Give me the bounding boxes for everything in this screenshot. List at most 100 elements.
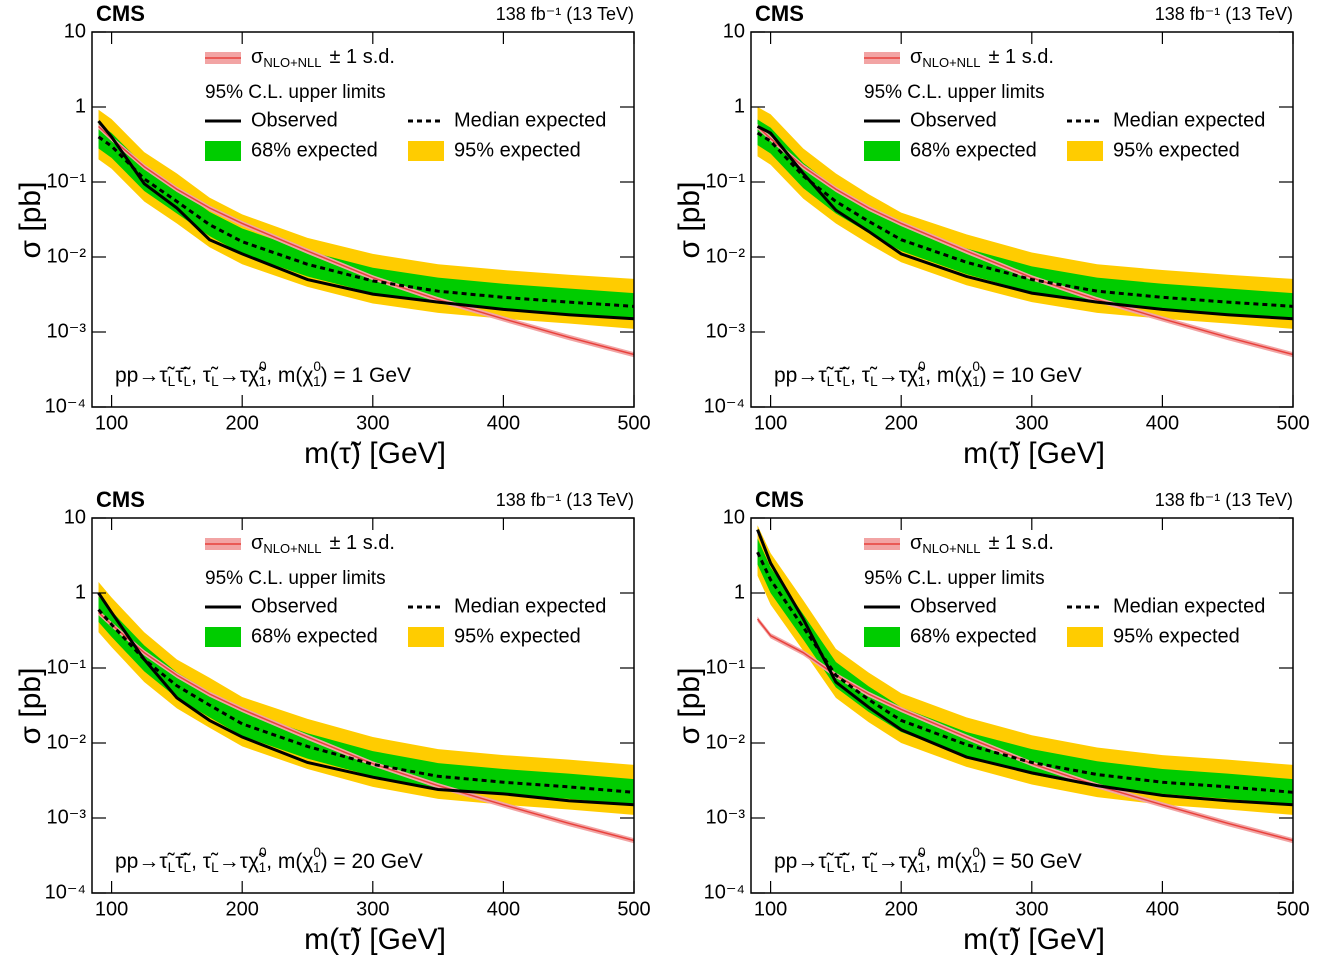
lumi-label: 138 fb⁻¹ (13 TeV): [496, 4, 634, 24]
y-axis-title: σ [pb]: [673, 668, 706, 745]
frame: [91, 517, 635, 894]
legend-title: 95% C.L. upper limits: [864, 568, 1045, 589]
plot-area: [756, 107, 1293, 358]
dashed-line: [756, 551, 1293, 794]
annotation-part: 0: [313, 359, 321, 374]
legend-title: 95% C.L. upper limits: [864, 82, 1045, 103]
legend-label: 68% expected: [910, 139, 1037, 161]
legend-swatch: [1067, 627, 1103, 647]
annotation-part: 1: [313, 860, 321, 875]
annotation-part: , m(χ: [925, 850, 972, 873]
annotation: pp→τ̃Lτ̃̄L, τ̃L→τχ̃0 1, m(χ0 1) = 20 GeV: [115, 845, 423, 875]
y-tick-label: 10⁻⁴: [704, 881, 745, 903]
annotation-part: , m(χ: [925, 364, 972, 387]
y-tick-label: 1: [734, 95, 745, 117]
legend-label: 68% expected: [251, 139, 378, 161]
annotation-part: L: [211, 860, 219, 875]
annotation-part: 0: [259, 845, 267, 860]
legend-label: Median expected: [454, 595, 606, 617]
annotation-part: ) = 50 GeV: [980, 850, 1082, 873]
legend-label: Observed: [251, 595, 338, 617]
x-tick-label: 300: [356, 898, 389, 920]
annotation-part: 0: [972, 845, 980, 860]
line: [756, 125, 1293, 321]
line: [97, 592, 634, 807]
x-tick-label: 300: [1015, 412, 1048, 434]
annotation-part: L: [827, 860, 835, 875]
legend-label: 68% expected: [251, 625, 378, 647]
y-tick-label: 10: [723, 506, 745, 528]
y-tick-label: 10⁻³: [706, 806, 746, 828]
y-tick-label: 10⁻¹: [47, 656, 87, 678]
annotation-part: 0: [918, 359, 926, 374]
legend-label-part: ± 1 s.d.: [989, 46, 1054, 68]
annotation-part: ) = 10 GeV: [980, 364, 1082, 387]
y-tick-label: 10⁻³: [706, 320, 746, 342]
legend-swatch: [205, 141, 241, 161]
x-tick-label: 200: [885, 412, 918, 434]
annotation-part: 1: [918, 374, 926, 389]
x-tick-label: 200: [226, 412, 259, 434]
x-tick-label: 200: [226, 898, 259, 920]
x-axis-title: m(τ̃) [GeV]: [963, 923, 1105, 956]
line: [756, 618, 1293, 842]
legend-label: σNLO+NLL ± 1 s.d.: [910, 532, 1054, 556]
y-axis-title: σ [pb]: [14, 668, 47, 745]
legend-title: 95% C.L. upper limits: [205, 568, 386, 589]
x-tick-label: 400: [1146, 412, 1179, 434]
band: [757, 538, 1293, 805]
x-axis-title: m(τ̃) [GeV]: [304, 923, 446, 956]
annotation-part: 0: [259, 359, 267, 374]
band: [98, 109, 634, 329]
legend-swatch: [408, 141, 444, 161]
legend-swatch: [205, 627, 241, 647]
frame: [91, 31, 635, 408]
legend-label-part: NLO+NLL: [263, 55, 321, 70]
annotation-part: 0: [313, 845, 321, 860]
legend-label: σNLO+NLL ± 1 s.d.: [910, 46, 1054, 70]
dashed-line: [97, 608, 634, 794]
x-tick-label: 500: [617, 898, 650, 920]
annotation-part: →τχ̃: [219, 850, 267, 873]
x-tick-label: 400: [1146, 898, 1179, 920]
annotation-part: L: [843, 860, 851, 875]
y-tick-label: 10⁻³: [47, 320, 87, 342]
legend-label: σNLO+NLL ± 1 s.d.: [251, 46, 395, 70]
annotation-part: L: [827, 374, 835, 389]
annotation-part: , m(χ: [266, 850, 313, 873]
annotation-part: pp→τ̃: [774, 850, 835, 873]
legend-label-part: NLO+NLL: [922, 55, 980, 70]
line: [98, 611, 634, 842]
y-tick-label: 10: [64, 506, 86, 528]
annotation-part: L: [168, 374, 176, 389]
line: [97, 120, 634, 321]
legend-label: 95% expected: [1113, 625, 1240, 647]
legend-label-part: ± 1 s.d.: [330, 532, 395, 554]
legend-label: Median expected: [454, 109, 606, 131]
legend-label: σNLO+NLL ± 1 s.d.: [251, 532, 395, 556]
legend-label-part: NLO+NLL: [922, 541, 980, 556]
x-tick-label: 100: [754, 898, 787, 920]
legend-label-part: σ: [910, 46, 923, 68]
y-tick-label: 10⁻⁴: [45, 395, 86, 417]
annotation-part: L: [184, 374, 192, 389]
line: [98, 125, 634, 356]
annotation-part: 1: [259, 860, 267, 875]
x-tick-label: 100: [95, 412, 128, 434]
legend-label-part: σ: [251, 46, 264, 68]
legend-label: 95% expected: [454, 625, 581, 647]
x-tick-label: 400: [487, 898, 520, 920]
annotation-part: 1: [259, 374, 267, 389]
legend-swatch: [1067, 141, 1103, 161]
legend-swatch: [408, 627, 444, 647]
line: [756, 529, 1293, 807]
annotation-part: 1: [313, 374, 321, 389]
annotation-part: →τχ̃: [878, 850, 926, 873]
x-tick-label: 500: [1276, 412, 1309, 434]
legend-label: Median expected: [1113, 595, 1265, 617]
y-tick-label: 10: [723, 20, 745, 42]
annotation-part: ) = 20 GeV: [321, 850, 423, 873]
